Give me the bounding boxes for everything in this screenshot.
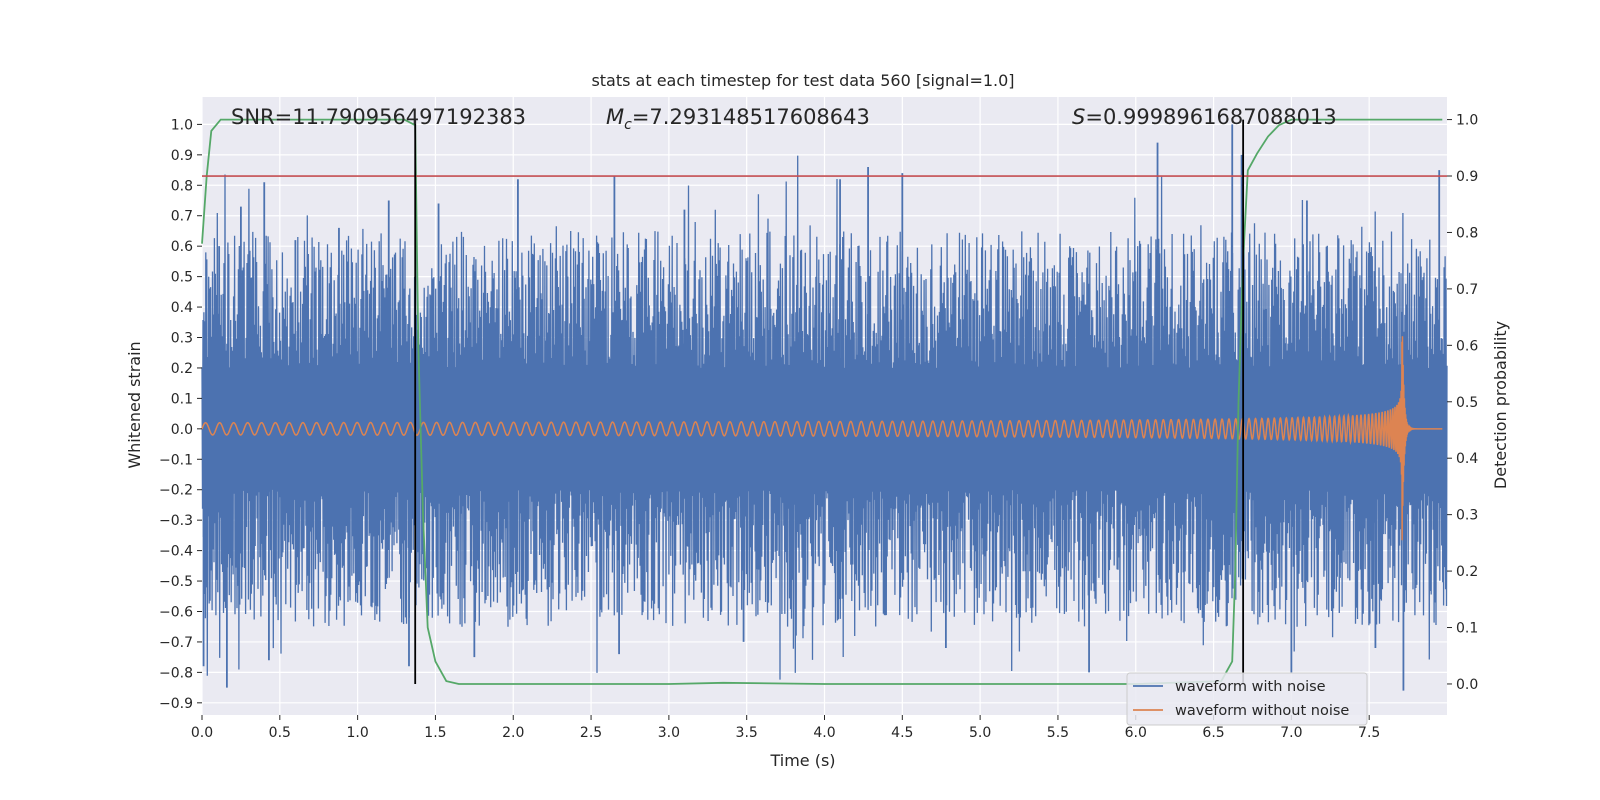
y-tick-label: −0.7 (159, 635, 193, 651)
score-annotation: S=0.9998961687088013 (1072, 105, 1337, 129)
x-tick-label: 1.5 (424, 725, 446, 741)
y-tick-label: 1.0 (171, 117, 193, 133)
snr-value: =11.790956497192383 (275, 105, 526, 129)
y-tick-label: −0.3 (159, 513, 193, 529)
snr-label: SNR (231, 105, 275, 129)
snr-annotation: SNR=11.790956497192383 (231, 105, 526, 129)
chart-title: stats at each timestep for test data 560… (591, 71, 1014, 90)
x-tick-label: 3.5 (736, 725, 758, 741)
series-waveform-with-noise (201, 124, 1448, 691)
right-axis-label: Detection probability (1491, 321, 1510, 489)
y-tick-label: −0.8 (159, 665, 193, 681)
y-tick-label: 0.2 (171, 361, 193, 377)
x-tick-label: 2.0 (502, 725, 524, 741)
s-value: =0.9998961687088013 (1085, 105, 1336, 129)
vertical-markers (414, 119, 1245, 684)
right-tick-label: 0.9 (1456, 169, 1478, 185)
y-tick-label: 0.7 (171, 209, 193, 225)
x-tick-label: 2.5 (580, 725, 602, 741)
x-axis-label: Time (s) (769, 751, 835, 770)
series-detection-probability (201, 118, 1443, 685)
legend-label-noise: waveform with noise (1175, 679, 1326, 695)
y-tick-label: −0.6 (159, 604, 193, 620)
y-axis-label: Whitened strain (125, 341, 144, 468)
y-tick-label: −0.9 (159, 696, 193, 712)
right-tick-label: 0.7 (1456, 282, 1478, 298)
x-tick-label: 7.0 (1280, 725, 1302, 741)
y-tick-label: −0.4 (159, 544, 193, 560)
legend: waveform with noise waveform without noi… (1126, 672, 1368, 726)
right-axis-ticks: 1.0 0.9 0.8 0.7 0.6 0.5 0.4 0.3 0.2 0.1 0.0 (1447, 113, 1478, 693)
series-waveform-without-noise (201, 336, 1443, 541)
x-tick-label: 0.0 (191, 725, 213, 741)
mc-label: M (606, 105, 624, 129)
x-tick-label: 4.0 (813, 725, 835, 741)
x-tick-label: 7.5 (1358, 725, 1380, 741)
x-tick-label: 6.0 (1125, 725, 1147, 741)
y-tick-label: 0.1 (171, 391, 193, 407)
chirp-trace (201, 336, 1443, 541)
x-tick-label: 3.0 (658, 725, 680, 741)
chirp-mass-annotation: Mc=7.293148517608643 (606, 105, 870, 133)
legend-label-clean: waveform without noise (1175, 703, 1349, 719)
y-tick-label: 0.6 (171, 239, 193, 255)
y-tick-label: −0.2 (159, 483, 193, 499)
s-label: S (1072, 105, 1085, 129)
x-axis-ticks: 0.0 0.5 1.0 1.5 2.0 2.5 3.0 3.5 4.0 4.5 5.0 5.5 6.0 6… (191, 715, 1380, 741)
right-tick-label: 0.2 (1456, 564, 1478, 580)
x-tick-label: 1.0 (346, 725, 368, 741)
probability-trace (201, 118, 1443, 685)
mc-value: =7.293148517608643 (632, 105, 870, 129)
right-tick-label: 0.5 (1456, 395, 1478, 411)
y-tick-label: 0.8 (171, 178, 193, 194)
y-axis-ticks: 1.0 0.9 0.8 0.7 0.6 0.5 0.4 0.3 0.2 0.1 0.0 −0.1 −0.… (159, 117, 202, 712)
y-tick-label: 0.3 (171, 331, 193, 347)
legend-box (1126, 672, 1368, 726)
y-tick-label: 0.0 (171, 422, 193, 438)
y-tick-label: −0.5 (159, 574, 193, 590)
y-tick-label: 0.4 (171, 300, 193, 316)
right-tick-label: 0.6 (1456, 338, 1478, 354)
right-tick-label: 0.3 (1456, 508, 1478, 524)
right-tick-label: 0.8 (1456, 225, 1478, 241)
x-tick-label: 5.0 (969, 725, 991, 741)
x-tick-label: 5.5 (1047, 725, 1069, 741)
y-tick-label: −0.1 (159, 452, 193, 468)
mc-subscript: c (624, 117, 632, 133)
right-tick-label: 0.4 (1456, 451, 1478, 467)
right-tick-label: 0.1 (1456, 621, 1478, 637)
y-tick-label: 0.5 (171, 270, 193, 286)
y-tick-label: 0.9 (171, 148, 193, 164)
x-tick-label: 0.5 (269, 725, 291, 741)
x-tick-label: 4.5 (891, 725, 913, 741)
right-tick-label: 0.0 (1456, 677, 1478, 693)
right-tick-label: 1.0 (1456, 113, 1478, 129)
x-tick-label: 6.5 (1202, 725, 1224, 741)
